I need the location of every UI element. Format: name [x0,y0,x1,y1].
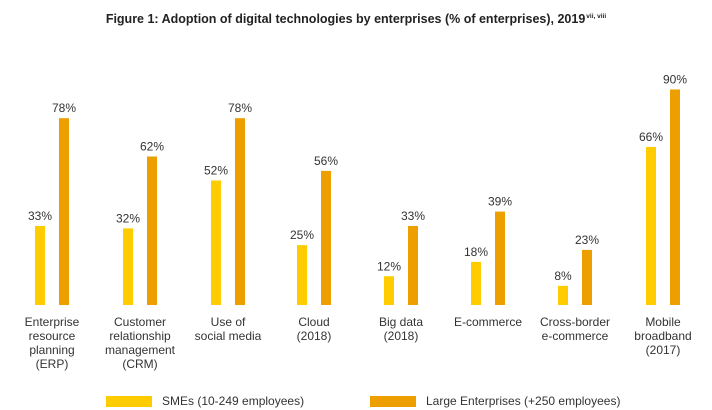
value-label-smes-use-of-social-media: 52% [204,163,228,177]
bar-large-enterprises-enterprise-resource-planning-erp [59,118,69,305]
value-labels-layer: 33% 78% 32% 62% 52% 78% 25% 56% 12% 33% 18% 39% 8% 23… [28,72,687,282]
value-label-smes-enterprise-resource-planning-erp: 33% [28,209,52,223]
category-label-customer-relationship-management-crm: Customer relationship management (CRM) [105,315,176,371]
bar-smes-enterprise-resource-planning-erp [35,225,45,305]
bar-smes-mobile-broadband-2017 [646,146,656,305]
value-label-smes-mobile-broadband-2017: 66% [639,130,663,144]
legend-label-large-enterprises: Large Enterprises (+250 employees) [426,394,621,408]
category-label-use-of-social-media: Use of social media [195,315,262,343]
bar-large-enterprises-e-commerce [495,211,505,305]
legend-item-large-enterprises: Large Enterprises (+250 employees) [370,394,620,408]
value-label-large-enterprises-e-commerce: 39% [488,195,512,209]
legend-swatch-smes [106,395,152,407]
legend-swatch-large-enterprises [370,395,416,407]
bar-large-enterprises-mobile-broadband-2017 [670,89,680,305]
value-label-smes-customer-relationship-management-crm: 32% [116,211,140,225]
bar-large-enterprises-cross-border-e-commerce [582,249,592,305]
category-label-big-data-2018: Big data (2018) [379,315,423,343]
bars-layer [35,89,680,305]
value-label-large-enterprises-mobile-broadband-2017: 90% [663,72,687,86]
value-label-large-enterprises-cross-border-e-commerce: 23% [575,233,599,247]
bar-large-enterprises-big-data-2018 [408,225,418,305]
bar-smes-customer-relationship-management-crm [123,228,133,305]
chart-title-text: Figure 1: Adoption of digital technologi… [105,12,586,26]
value-label-smes-cross-border-e-commerce: 8% [554,269,572,283]
value-label-large-enterprises-customer-relationship-management-crm: 62% [140,140,164,154]
legend-label-smes: SMEs (10-249 employees) [162,394,305,408]
chart-title: Figure 1: Adoption of digital technologi… [0,12,712,26]
bar-smes-cross-border-e-commerce [558,285,568,305]
bar-smes-big-data-2018 [384,276,394,305]
bar-large-enterprises-cloud-2018 [321,170,331,305]
bar-chart: 33% 78% 32% 62% 52% 78% 25% 56% 12% 33% 18% 39% 8% 23… [25,72,692,371]
value-label-large-enterprises-use-of-social-media: 78% [228,101,252,115]
bar-large-enterprises-use-of-social-media [235,118,245,305]
category-labels-layer: Enterprise resource planning (ERP) Customer r… [25,315,692,371]
chart-title-superscript: vii, viii [586,13,607,20]
legend: SMEs (10-249 employees) Large Enterprise… [0,394,712,410]
value-label-smes-e-commerce: 18% [464,245,488,259]
bar-smes-e-commerce [471,261,481,305]
bar-large-enterprises-customer-relationship-management-crm [147,156,157,305]
bar-smes-use-of-social-media [211,180,221,305]
category-label-e-commerce: E-commerce [454,315,522,329]
bar-smes-cloud-2018 [297,245,307,305]
category-label-cloud-2018: Cloud (2018) [297,315,332,343]
category-label-mobile-broadband-2017: Mobile broadband (2017) [634,315,691,357]
value-label-large-enterprises-enterprise-resource-planning-erp: 78% [52,101,76,115]
category-label-enterprise-resource-planning-erp: Enterprise resource planning (ERP) [25,315,80,371]
legend-item-smes: SMEs (10-249 employees) [106,394,304,408]
category-label-cross-border-e-commerce: Cross-border e-commerce [540,315,610,343]
value-label-large-enterprises-big-data-2018: 33% [401,209,425,223]
value-label-smes-cloud-2018: 25% [290,228,314,242]
value-label-smes-big-data-2018: 12% [377,259,401,273]
value-label-large-enterprises-cloud-2018: 56% [314,154,338,168]
